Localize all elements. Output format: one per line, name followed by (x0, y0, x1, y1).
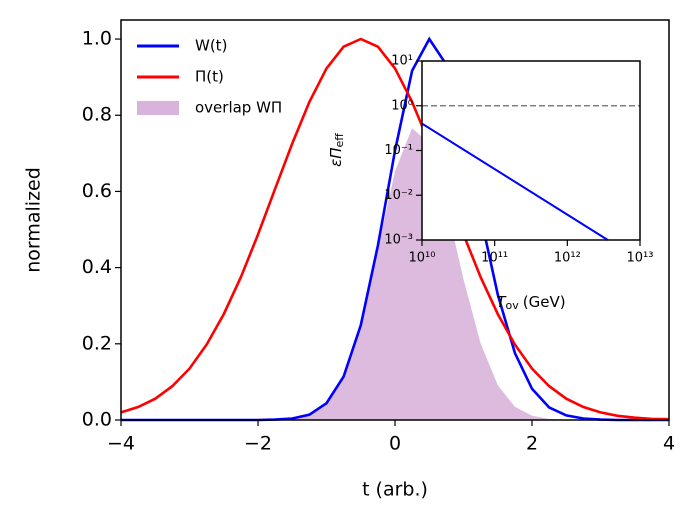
legend-label: W(t) (195, 37, 227, 55)
line (421, 122, 609, 241)
label-part: ov (506, 299, 520, 312)
y-tick-label: 10⁻¹ (384, 143, 413, 158)
label-part: (GeV) (523, 293, 566, 311)
area (121, 128, 669, 420)
label-part: eff (333, 133, 346, 148)
y-tick-label: 0.0 (82, 409, 112, 431)
x-tick-label: 10¹¹ (481, 251, 508, 266)
legend-label: Π(t) (195, 68, 224, 86)
y-tick-label: 0.2 (82, 332, 112, 354)
label-part: T (496, 293, 507, 311)
x-tick-label: −2 (244, 433, 272, 455)
y-tick-label: 1.0 (82, 28, 112, 50)
legend-label: overlap WΠ (195, 99, 282, 117)
y-axis-label: normalized (23, 167, 45, 273)
label-part: εΠ (327, 147, 345, 166)
inset-x-axis-label: Tov (GeV) (496, 293, 565, 313)
x-tick-label: 10¹³ (627, 251, 654, 266)
y-tick-label: 10⁻² (384, 188, 413, 203)
x-tick-label: 0 (389, 433, 401, 455)
y-tick-label: 0.8 (82, 104, 112, 126)
y-tick-label: 0.4 (82, 256, 112, 278)
x-axis-label: t (arb.) (362, 479, 428, 501)
y-tick-label: 0.6 (82, 180, 112, 202)
x-tick-label: −4 (107, 433, 135, 455)
plot-area (422, 61, 640, 240)
inset-y-axis-label: εΠeff (327, 133, 347, 167)
line (120, 37, 670, 421)
y-tick-label: 10¹ (391, 54, 413, 69)
x-tick-label: 10¹⁰ (409, 251, 436, 266)
x-tick-label: 10¹² (554, 251, 581, 266)
x-tick-label: 2 (526, 433, 538, 455)
x-tick-label: 4 (663, 433, 675, 455)
series-group (421, 122, 609, 241)
y-tick-label: 10⁻³ (384, 233, 413, 248)
legend-swatch (137, 101, 179, 115)
y-tick-label: 10⁰ (391, 98, 413, 113)
